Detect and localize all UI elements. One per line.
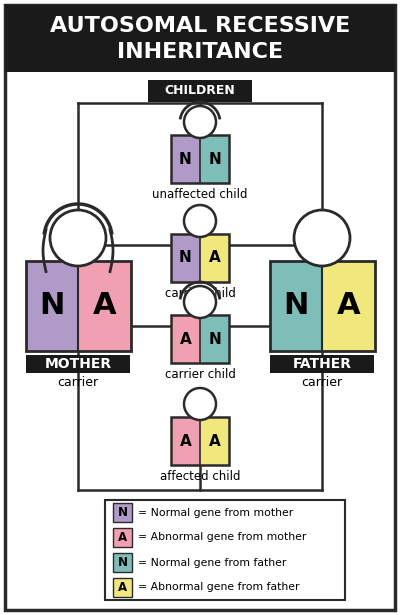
Polygon shape: [171, 234, 200, 282]
Text: = Normal gene from father: = Normal gene from father: [138, 558, 286, 568]
Text: A: A: [118, 581, 127, 594]
Text: carrier child: carrier child: [164, 368, 236, 381]
Polygon shape: [322, 261, 374, 351]
Text: A: A: [180, 331, 191, 346]
FancyBboxPatch shape: [26, 355, 130, 373]
Circle shape: [184, 205, 216, 237]
FancyBboxPatch shape: [270, 355, 374, 373]
Polygon shape: [200, 234, 229, 282]
Polygon shape: [5, 5, 395, 610]
Polygon shape: [200, 315, 229, 363]
Text: N: N: [283, 292, 308, 320]
Text: INHERITANCE: INHERITANCE: [117, 42, 283, 62]
Text: AUTOSOMAL RECESSIVE: AUTOSOMAL RECESSIVE: [50, 16, 350, 36]
Circle shape: [50, 210, 106, 266]
FancyBboxPatch shape: [113, 553, 132, 572]
Text: MOTHER: MOTHER: [44, 357, 112, 371]
Text: CHILDREN: CHILDREN: [165, 84, 235, 98]
Polygon shape: [200, 135, 229, 183]
Polygon shape: [78, 261, 130, 351]
FancyBboxPatch shape: [105, 500, 345, 600]
Text: N: N: [179, 250, 192, 266]
Text: N: N: [208, 151, 221, 167]
Polygon shape: [5, 5, 395, 72]
Polygon shape: [171, 135, 200, 183]
Text: A: A: [92, 292, 116, 320]
Text: affected child: affected child: [160, 470, 240, 483]
Text: A: A: [209, 434, 220, 448]
Circle shape: [294, 210, 350, 266]
FancyBboxPatch shape: [113, 528, 132, 547]
Polygon shape: [171, 315, 200, 363]
Polygon shape: [171, 417, 200, 465]
Text: = Abnormal gene from mother: = Abnormal gene from mother: [138, 533, 306, 542]
Text: = Normal gene from mother: = Normal gene from mother: [138, 507, 293, 517]
Text: A: A: [118, 531, 127, 544]
Text: A: A: [209, 250, 220, 266]
Text: unaffected child: unaffected child: [152, 188, 248, 201]
Text: N: N: [118, 506, 128, 519]
Circle shape: [184, 388, 216, 420]
Text: N: N: [208, 331, 221, 346]
Polygon shape: [270, 261, 322, 351]
Text: N: N: [179, 151, 192, 167]
Text: carrier: carrier: [58, 376, 98, 389]
Text: FATHER: FATHER: [292, 357, 352, 371]
Circle shape: [184, 286, 216, 318]
FancyBboxPatch shape: [113, 503, 132, 522]
Polygon shape: [26, 261, 78, 351]
Text: A: A: [336, 292, 360, 320]
Text: carrier child: carrier child: [164, 287, 236, 300]
Text: N: N: [118, 556, 128, 569]
Text: = Abnormal gene from father: = Abnormal gene from father: [138, 582, 300, 592]
Text: carrier: carrier: [302, 376, 342, 389]
Polygon shape: [200, 417, 229, 465]
Circle shape: [184, 106, 216, 138]
FancyBboxPatch shape: [148, 80, 252, 102]
FancyBboxPatch shape: [113, 578, 132, 597]
Text: N: N: [39, 292, 64, 320]
Text: A: A: [180, 434, 191, 448]
